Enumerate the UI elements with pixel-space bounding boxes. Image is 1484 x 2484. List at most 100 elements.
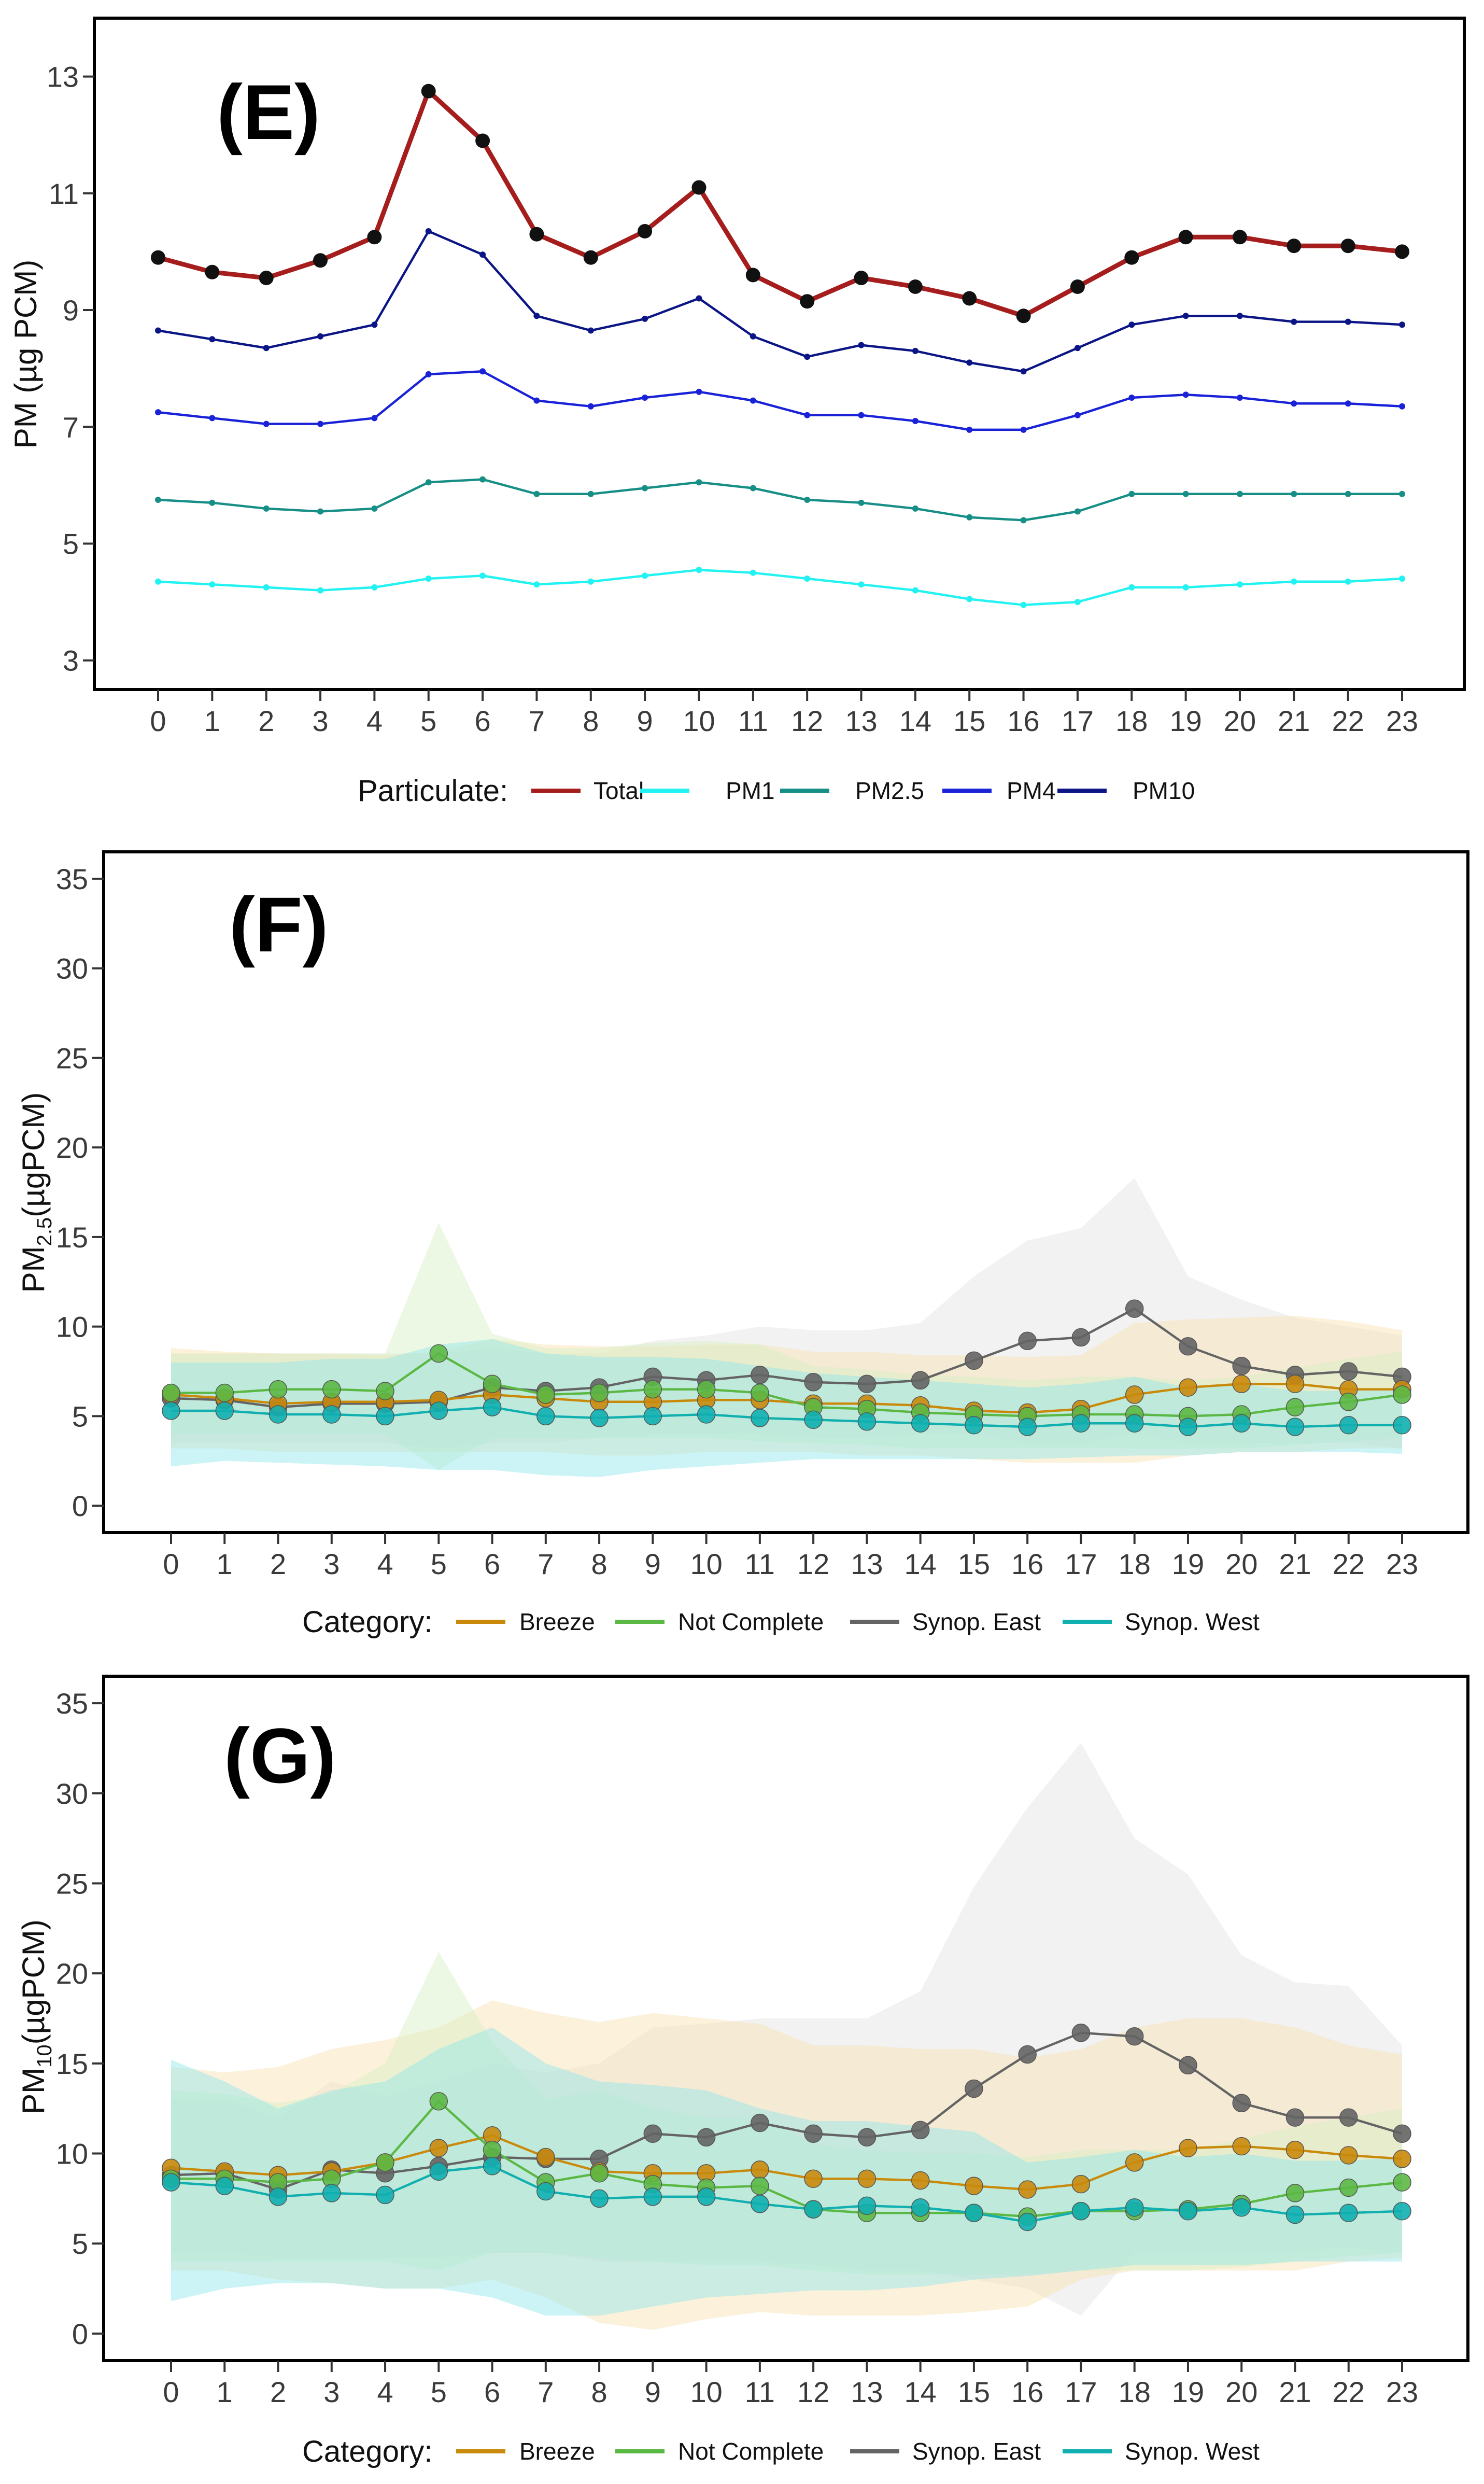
- e-point-pm10: [425, 228, 432, 234]
- e-point-total: [1395, 244, 1409, 259]
- e-point-pm2-5: [479, 476, 486, 483]
- panel-g-y-axis-title: PM10(µgPCM): [16, 1919, 56, 2114]
- g-point-synop-west: [1232, 2198, 1251, 2217]
- e-x-tick-label: 9: [637, 705, 653, 737]
- f-point-not-complete: [1339, 1393, 1358, 1411]
- e-point-pm1: [155, 578, 161, 585]
- e-point-pm2-5: [587, 490, 594, 497]
- g-point-synop-east: [697, 2128, 716, 2147]
- e-point-pm2-5: [533, 490, 540, 497]
- panel-f-y-axis-title-sub: 2.5: [33, 1217, 56, 1246]
- e-point-pm4: [912, 418, 918, 424]
- g-x-tick-label: 22: [1333, 2376, 1365, 2408]
- f-point-synop-west: [697, 1405, 716, 1424]
- f-point-synop-east: [1339, 1362, 1358, 1381]
- e-x-tick-label: 0: [150, 705, 166, 737]
- g-x-tick-label: 15: [958, 2376, 990, 2408]
- e-point-pm10: [1399, 321, 1405, 328]
- e-point-pm10: [966, 359, 973, 366]
- f-point-synop-east: [804, 1373, 823, 1392]
- e-point-pm10: [263, 345, 270, 352]
- e-point-pm10: [155, 327, 161, 334]
- g-point-breeze: [536, 2148, 555, 2167]
- f-x-tick-label: 18: [1119, 1548, 1151, 1580]
- panel-f-legend: Category: Breeze Not Complete Synop. East Sy…: [302, 1605, 1260, 1639]
- e-point-pm2-5: [1182, 490, 1189, 497]
- e-x-tick-label: 14: [899, 705, 931, 737]
- e-legend-label-total: Total: [593, 777, 644, 804]
- e-point-pm1: [1237, 581, 1243, 588]
- panel-g-legend: Category: Breeze Not Complete Synop. East Sy…: [302, 2435, 1260, 2468]
- e-point-total: [908, 279, 923, 294]
- e-point-pm1: [263, 584, 270, 591]
- g-x-tick-label: 5: [431, 2376, 447, 2408]
- g-point-not-complete: [1285, 2184, 1305, 2202]
- g-point-breeze: [1018, 2180, 1037, 2199]
- f-point-breeze: [1125, 1385, 1144, 1404]
- g-point-synop-west: [1071, 2201, 1091, 2221]
- g-point-synop-east: [1393, 2124, 1411, 2143]
- e-x-tick-label: 10: [683, 705, 715, 737]
- e-point-pm1: [966, 596, 973, 602]
- e-point-pm1: [1345, 578, 1351, 585]
- e-point-pm10: [1345, 318, 1351, 325]
- e-legend-label-pm2-5: PM2.5: [855, 777, 924, 804]
- e-point-pm2-5: [1291, 490, 1297, 497]
- e-x-tick-label: 6: [475, 705, 491, 737]
- e-point-pm2-5: [858, 499, 865, 506]
- f-point-not-complete: [643, 1380, 662, 1399]
- e-y-tick-label: 13: [47, 61, 79, 93]
- f-point-synop-west: [429, 1401, 448, 1420]
- g-point-synop-east: [643, 2124, 662, 2143]
- f-x-tick-label: 20: [1225, 1548, 1257, 1580]
- e-point-pm4: [263, 420, 270, 427]
- g-point-not-complete: [590, 2164, 609, 2183]
- f-point-synop-west: [965, 1415, 983, 1435]
- e-point-pm2-5: [209, 499, 216, 506]
- g-x-tick-label: 4: [377, 2376, 393, 2408]
- g-x-tick-label: 6: [484, 2376, 500, 2408]
- e-point-total: [800, 294, 815, 309]
- e-point-pm1: [1291, 578, 1297, 585]
- e-line-pm2-5: [158, 478, 1402, 522]
- e-point-pm1: [1128, 584, 1135, 591]
- panel-f-y-axis-title-unit: (µgPCM): [16, 1092, 51, 1217]
- g-y-tick-label: 20: [56, 1957, 88, 1990]
- f-point-synop-west: [215, 1401, 234, 1420]
- g-point-synop-west: [643, 2187, 662, 2206]
- panel-e-label: (E): [217, 68, 320, 156]
- f-x-tick-label: 4: [377, 1548, 393, 1580]
- e-point-pm2-5: [1020, 517, 1027, 524]
- e-point-pm4: [533, 397, 540, 404]
- e-point-total: [475, 133, 490, 148]
- e-point-pm4: [209, 415, 216, 422]
- e-point-pm1: [587, 578, 594, 585]
- f-x-tick-label: 16: [1011, 1548, 1043, 1580]
- e-point-pm10: [696, 295, 702, 302]
- g-x-tick-label: 18: [1119, 2376, 1151, 2408]
- f-x-tick-label: 0: [163, 1548, 179, 1580]
- g-x-tick-label: 11: [745, 2376, 775, 2408]
- e-point-pm4: [479, 368, 486, 375]
- panel-g-label: (G): [224, 1712, 336, 1799]
- f-point-synop-east: [1232, 1356, 1251, 1376]
- f-point-not-complete: [590, 1383, 609, 1402]
- g-point-not-complete: [429, 2092, 448, 2111]
- f-x-tick-label: 5: [431, 1548, 447, 1580]
- g-point-breeze: [1393, 2150, 1411, 2168]
- e-point-pm1: [696, 567, 702, 573]
- f-point-synop-west: [322, 1405, 341, 1424]
- f-point-synop-west: [268, 1405, 288, 1424]
- f-x-tick-label: 19: [1172, 1548, 1204, 1580]
- g-x-tick-label: 9: [645, 2376, 661, 2408]
- g-point-breeze: [1232, 2137, 1251, 2156]
- g-y-tick-label: 35: [56, 1687, 88, 1720]
- e-point-pm4: [1237, 395, 1243, 401]
- e-point-pm1: [804, 576, 811, 582]
- panel-g-y-axis-title-unit: (µgPCM): [16, 1919, 51, 2044]
- f-y-tick-label: 30: [56, 952, 88, 985]
- f-point-breeze: [1179, 1378, 1197, 1397]
- e-point-total: [1178, 230, 1193, 245]
- f-x-tick-label: 15: [958, 1548, 990, 1580]
